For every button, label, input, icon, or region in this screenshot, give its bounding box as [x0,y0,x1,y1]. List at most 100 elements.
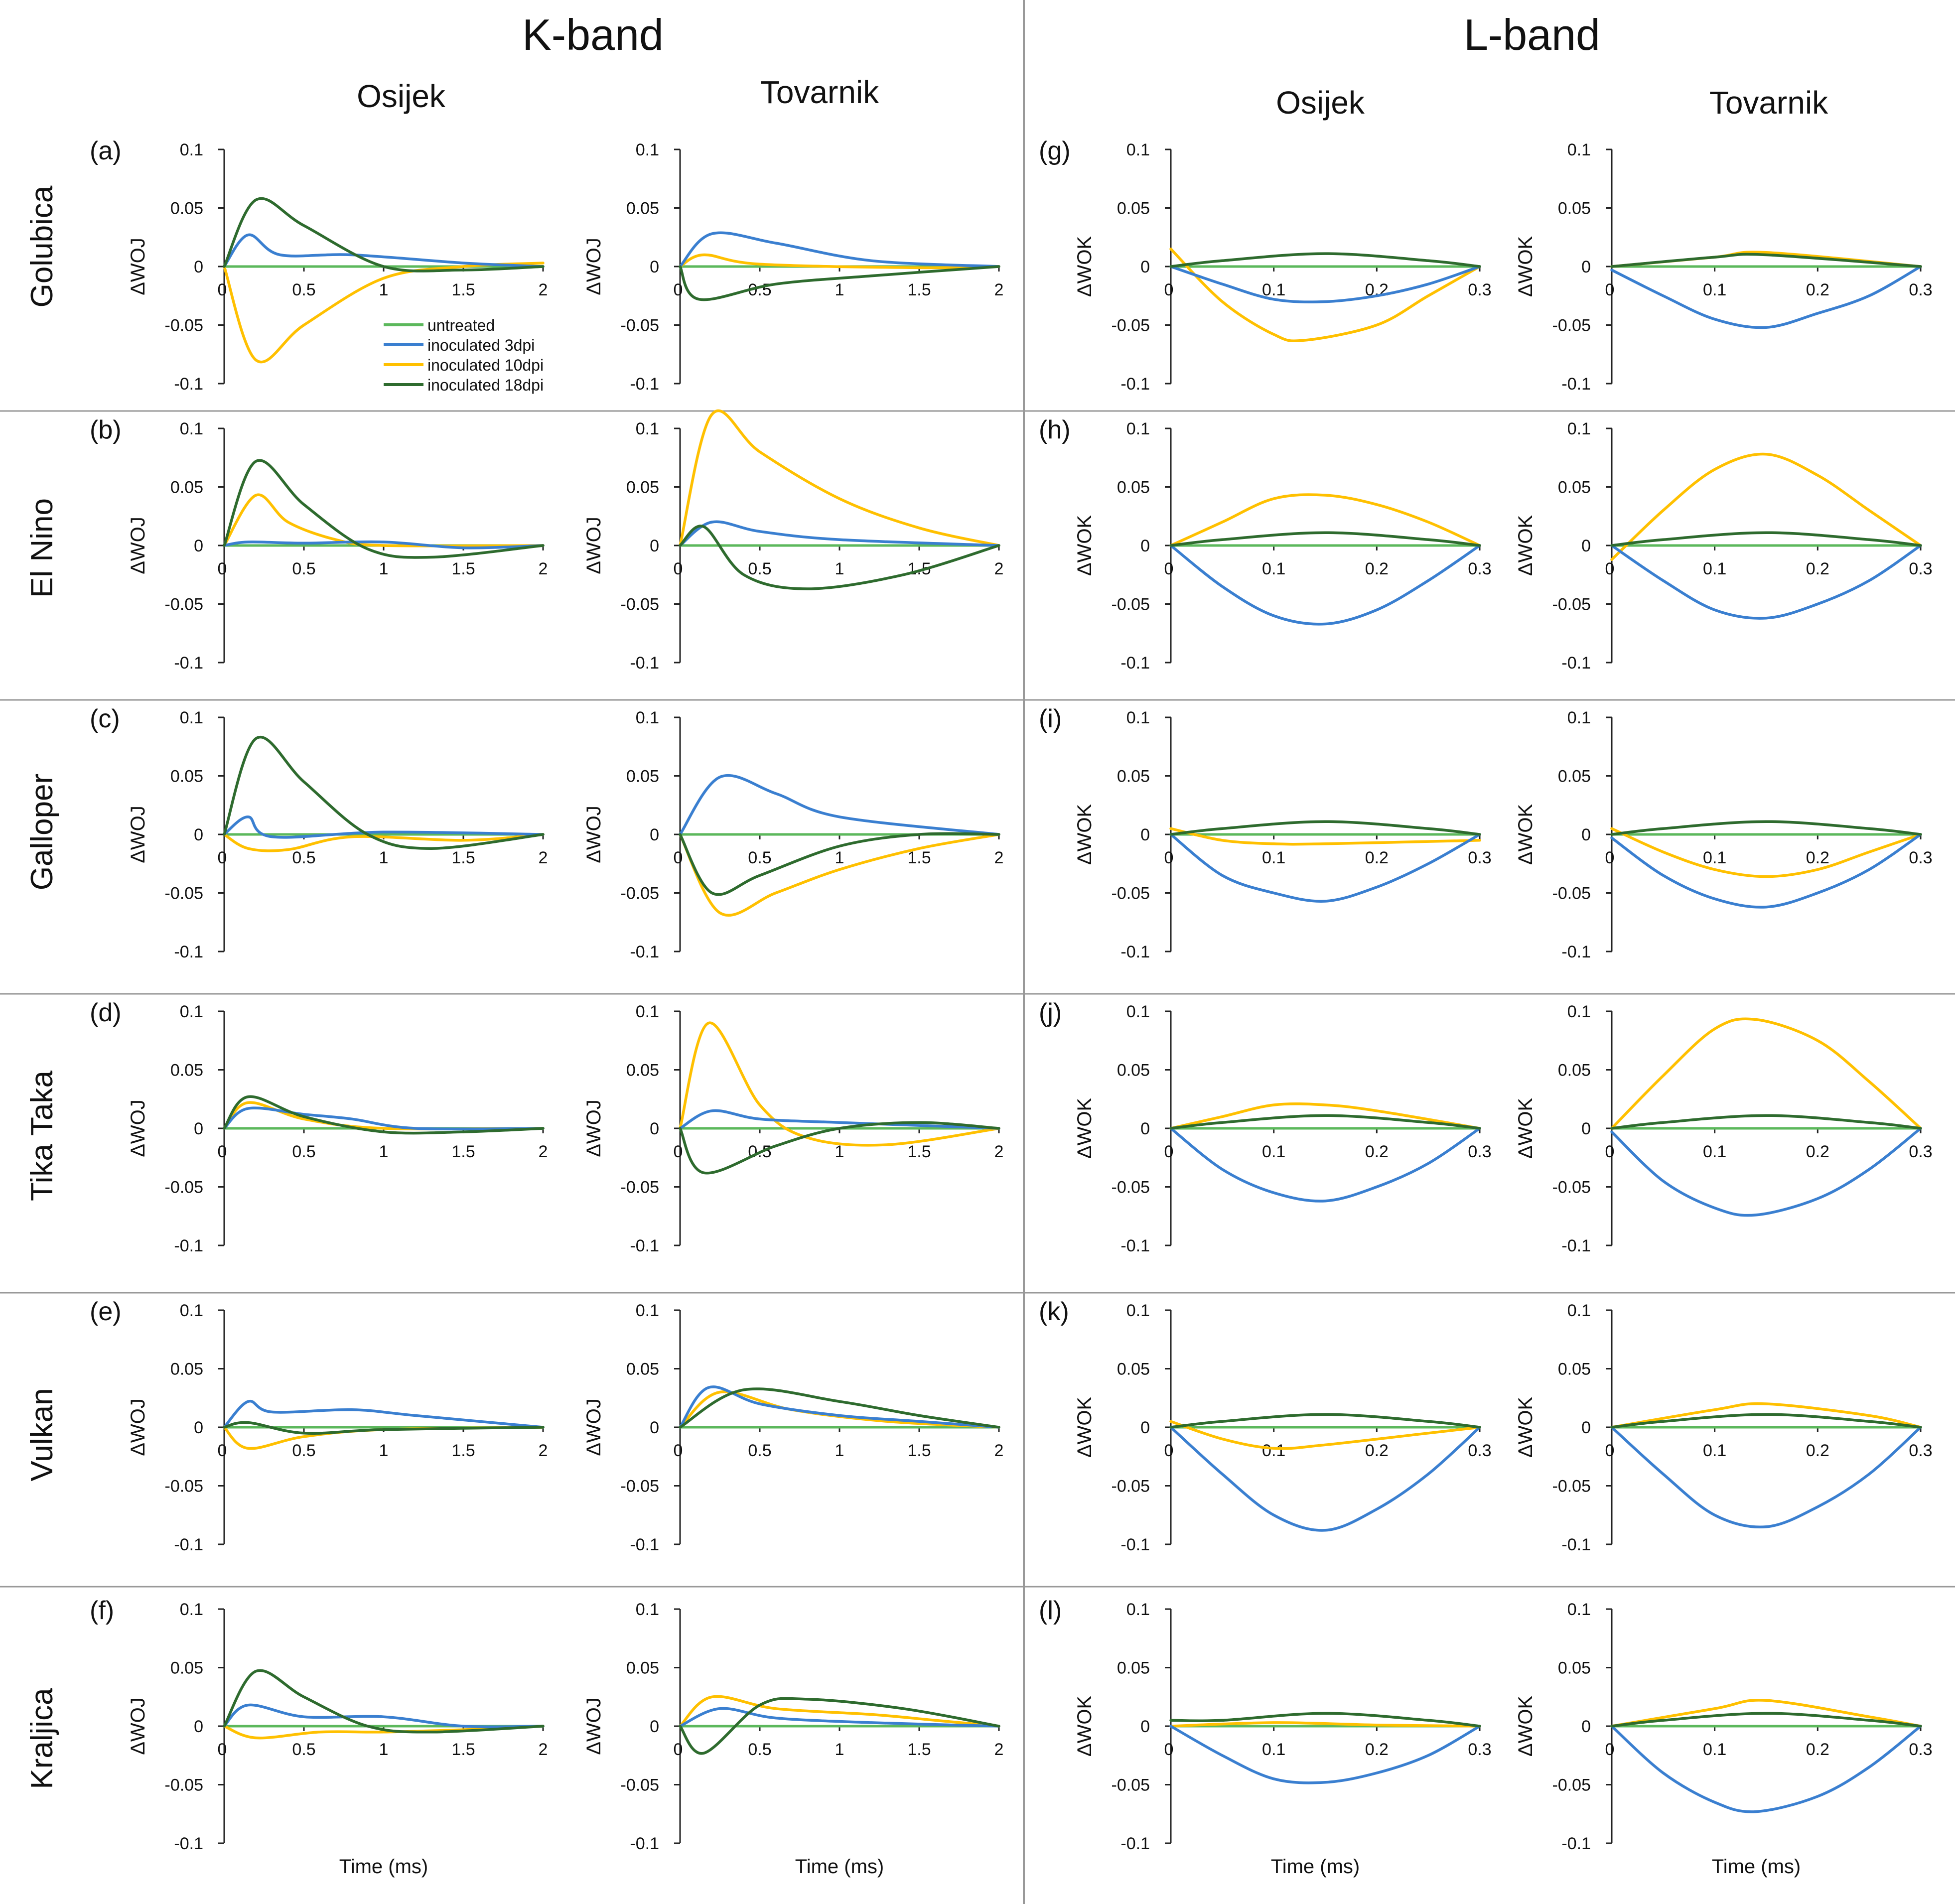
series-3dpi [1610,544,1922,620]
panel-i: (i) 0.1 0.05 0 -0.05 -0.1 ΔWOK 0 0.1 0.2 0.3 [1039,704,1492,961]
x-tick-label: 0.3 [1468,1441,1491,1460]
y-tick-label: -0.1 [174,1535,203,1554]
series-3dpi [1610,1127,1922,1217]
y-tick-label: 0 [1581,537,1591,555]
panel-l2: 0.1 0.05 0 -0.05 -0.1 ΔWOK 0 0.1 0.2 0.3 Time (ms) [1515,1600,1933,1878]
panel-j: (j) 0.1 0.05 0 -0.05 -0.1 ΔWOK 0 0.1 0.2 0.3 [1039,998,1492,1255]
panel-letter-h: (h) [1039,415,1071,444]
series-3dpi [1169,1127,1481,1203]
y-tick-label: 0.05 [1117,478,1150,497]
panel-a: (a) 0.1 0.05 0 -0.05 -0.1 ΔWOJ 0 0.5 1 1.5 2 [90,136,548,394]
x-tick-label: 0 [1164,280,1174,299]
series-18dpi [1169,252,1481,268]
y-tick-label: -0.05 [165,1477,204,1496]
panel-e: (e) 0.1 0.05 0 -0.05 -0.1 ΔWOJ 0 0.5 1 1.5 2 [90,1297,548,1554]
panel-i2: 0.1 0.05 0 -0.05 -0.1 ΔWOK 0 0.1 0.2 0.3 [1515,708,1933,961]
y-tick-label: 0.1 [636,140,659,159]
row-label-el-nino: El Nino [25,498,59,598]
x-tick-label: 0.1 [1703,1740,1726,1759]
series-18dpi [223,1421,545,1435]
x-tick-label: 0.3 [1909,1740,1932,1759]
y-tick-label: 0 [194,1717,203,1736]
y-tick-label: 0.05 [170,199,203,218]
x-tick-label: 1.5 [907,1441,931,1460]
series-18dpi [223,459,545,559]
series-10dpi [1169,827,1481,846]
x-tick-label: 0.3 [1909,1142,1932,1161]
x-tick-label: 0.5 [292,1142,315,1161]
y-tick-label: 0 [650,1418,659,1437]
lband-col-tovarnik: Tovarnik [1709,85,1828,121]
x-tick-label: 1 [379,1142,389,1161]
y-tick-label: 0.1 [1567,140,1591,159]
x-tick-label: 2 [994,848,1004,867]
panel-b: (b) 0.1 0.05 0 -0.05 -0.1 ΔWOJ 0 0.5 1 1.5 2 [90,415,548,673]
series-18dpi [223,197,545,272]
y-tick-label: 0.05 [1558,478,1591,497]
panel-letter-e: (e) [90,1297,122,1326]
x-tick-label: 0.2 [1806,280,1829,299]
panel-letter-d: (d) [90,998,122,1027]
kband-col-osijek: Osijek [357,78,446,114]
y-tick-label: -0.1 [1561,1834,1591,1853]
series-18dpi [1610,1413,1922,1429]
y-axis-title: ΔWOK [1074,1397,1096,1458]
x-tick-label: 1 [835,848,844,867]
series-10dpi [223,262,545,364]
x-tick-label: 0 [1605,1441,1615,1460]
y-axis-title: ΔWOK [1074,236,1096,297]
x-tick-label: 1 [379,848,389,867]
y-tick-label: -0.1 [174,1834,203,1853]
x-tick-label: 1 [379,280,389,299]
series-3dpi [679,1707,1000,1728]
y-tick-label: -0.05 [1552,884,1591,903]
y-tick-label: 0.05 [1558,199,1591,218]
x-tick-label: 1.5 [451,848,475,867]
x-tick-label: 1.5 [451,280,475,299]
x-tick-label: 2 [539,1142,548,1161]
y-tick-label: 0.1 [1567,708,1591,727]
y-tick-label: 0 [1140,1717,1150,1736]
x-tick-label: 0.1 [1703,848,1726,867]
series-3dpi [679,520,1000,547]
panel-h: (h) 0.1 0.05 0 -0.05 -0.1 ΔWOK 0 0.1 0.2 0.3 [1039,415,1492,673]
series-3dpi [1169,1725,1481,1784]
y-tick-label: -0.1 [1120,943,1150,961]
series-18dpi [1610,253,1922,268]
x-axis-title: Time (ms) [795,1856,884,1878]
y-tick-label: -0.05 [165,884,204,903]
series-3dpi [223,540,545,549]
kband-title: K-band [522,10,664,59]
x-tick-label: 1 [835,1740,844,1759]
x-tick-label: 0.2 [1365,848,1389,867]
y-tick-label: -0.05 [165,316,204,335]
y-tick-label: -0.05 [621,884,660,903]
x-tick-label: 0.2 [1365,1441,1389,1460]
x-tick-label: 0.3 [1468,848,1491,867]
y-tick-label: -0.05 [1552,1776,1591,1795]
y-tick-label: 0.1 [1567,419,1591,438]
lband-title: L-band [1464,10,1600,59]
y-tick-label: 0.1 [1567,1600,1591,1619]
y-tick-label: -0.1 [630,654,659,673]
y-tick-label: 0.05 [1558,1061,1591,1080]
series-3dpi [1169,833,1481,903]
y-tick-label: 0 [1140,258,1150,276]
panels: (a) 0.1 0.05 0 -0.05 -0.1 ΔWOJ 0 0.5 1 1.5 2 0.1 0.05… [90,136,1933,1878]
x-tick-label: 0 [218,1441,227,1460]
y-tick-label: -0.05 [1112,884,1150,903]
series-3dpi [1610,1725,1922,1813]
x-tick-label: 2 [994,1740,1004,1759]
y-tick-label: -0.1 [630,1236,659,1255]
x-tick-label: 0.3 [1909,559,1932,578]
x-tick-label: 0 [674,848,683,867]
row-label-tika-taka: Tika Taka [25,1071,59,1201]
row-dividers [0,410,1955,1588]
y-tick-label: -0.1 [1561,654,1591,673]
y-tick-label: 0.1 [1567,1301,1591,1320]
series-3dpi [223,1106,545,1131]
series-10dpi [679,1695,1000,1728]
series-18dpi [1169,820,1481,836]
panel-letter-c: (c) [90,704,120,733]
y-tick-label: -0.05 [165,1776,204,1795]
